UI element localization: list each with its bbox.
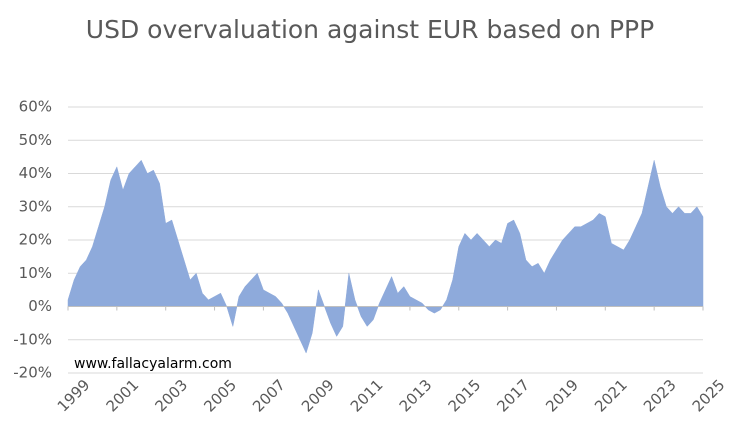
y-tick-label: -20% <box>13 364 52 382</box>
area <box>67 159 704 354</box>
x-tick-label: 2025 <box>689 376 729 416</box>
y-tick-label: 0% <box>28 297 52 315</box>
x-tick-label: 2007 <box>249 376 289 416</box>
x-tick-label: 2009 <box>298 376 338 416</box>
y-tick-label: 50% <box>19 131 52 149</box>
x-tick-label: 2017 <box>493 376 533 416</box>
y-tick-label: 20% <box>19 231 52 249</box>
x-tick-label: 2015 <box>445 376 485 416</box>
watermark: www.fallacyalarm.com <box>74 356 232 372</box>
chart-title: USD overvaluation against EUR based on P… <box>85 15 655 44</box>
x-tick-label: 2019 <box>542 376 582 416</box>
y-tick-label: 10% <box>19 264 52 282</box>
x-tick-label: 2021 <box>591 376 631 416</box>
y-tick-label: 40% <box>19 164 52 182</box>
x-tick-label: 2013 <box>396 376 436 416</box>
x-tick-label: 2023 <box>640 376 680 416</box>
y-tick-label: 60% <box>19 98 52 116</box>
x-tick-label: 2005 <box>200 376 240 416</box>
x-tick-label: 2011 <box>347 376 387 416</box>
y-tick-label: 30% <box>19 197 52 215</box>
x-tick-label: 1999 <box>54 376 94 416</box>
x-tick-label: 2001 <box>103 376 143 416</box>
y-tick-label: -10% <box>13 330 52 348</box>
x-tick-label: 2003 <box>151 376 191 416</box>
